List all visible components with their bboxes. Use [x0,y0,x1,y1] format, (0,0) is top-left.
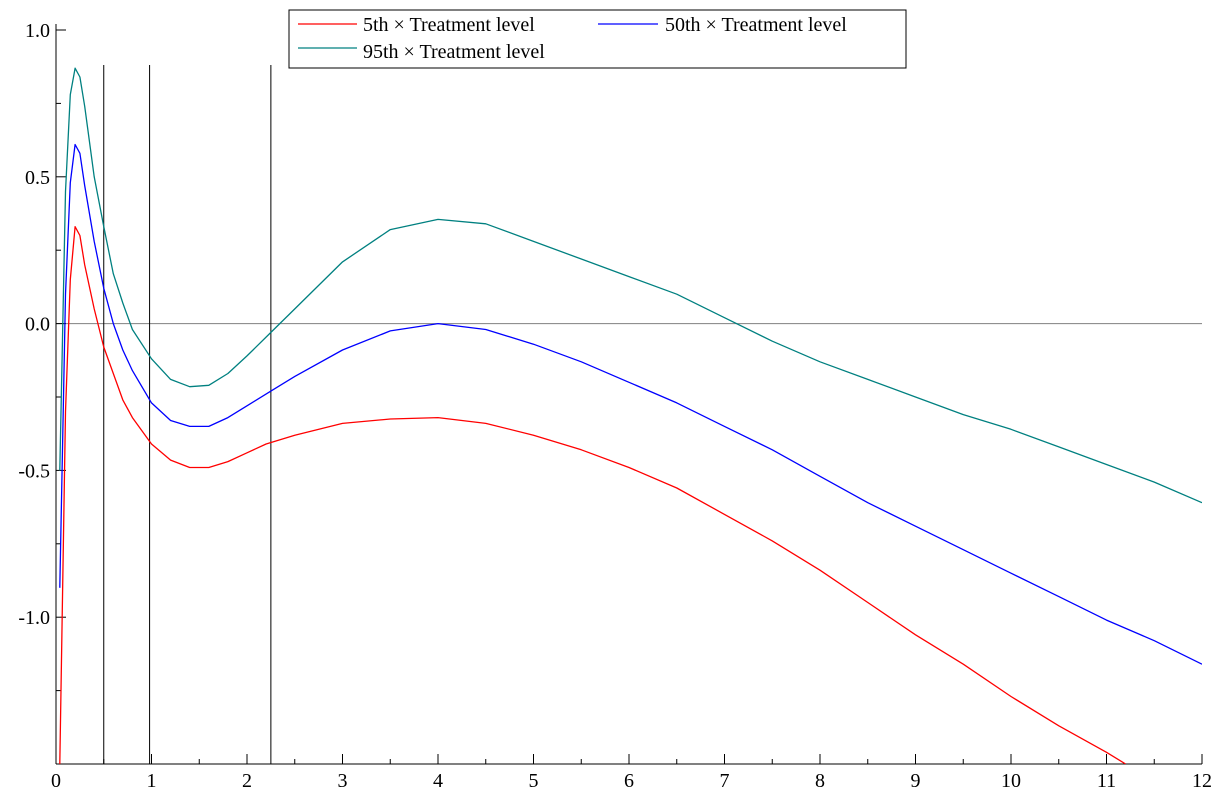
x-tick-label: 12 [1192,770,1212,792]
x-tick-label: 3 [338,770,348,792]
x-tick-label: 6 [624,770,634,792]
x-tick-label: 0 [51,770,61,792]
x-tick-label: 4 [433,770,443,792]
legend-label-1: 5th × Treatment level [363,14,535,36]
x-tick-label: 11 [1097,770,1116,792]
series-line-3 [59,67,1202,504]
y-tick-label: -1.0 [18,607,50,629]
x-tick-label: 9 [911,770,921,792]
y-tick-label: 0.5 [25,167,50,189]
x-tick-label: 5 [529,770,539,792]
legend-label-3: 95th × Treatment level [363,41,545,63]
legend-label-2: 50th × Treatment level [665,14,847,36]
y-tick-label: 0.0 [25,314,50,336]
axes: 0 1 2 3 4 5 6 7 8 9 10 11 121.00.50.0-0.5-1.0 [18,20,1212,792]
x-tick-label: 10 [1001,770,1021,792]
legend-box [288,9,907,69]
x-tick-label: 7 [720,770,730,792]
series-line-1 [59,226,1126,764]
x-tick-label: 8 [815,770,825,792]
y-tick-label: -0.5 [18,460,50,482]
x-tick-label: 2 [242,770,252,792]
series-line-2 [59,143,1202,665]
x-tick-label: 1 [147,770,157,792]
reference-lines [56,65,1202,764]
y-tick-label: 1.0 [25,20,50,42]
data-series [59,67,1202,764]
legend: 5th × Treatment level 50th × Treatment le… [288,9,907,69]
